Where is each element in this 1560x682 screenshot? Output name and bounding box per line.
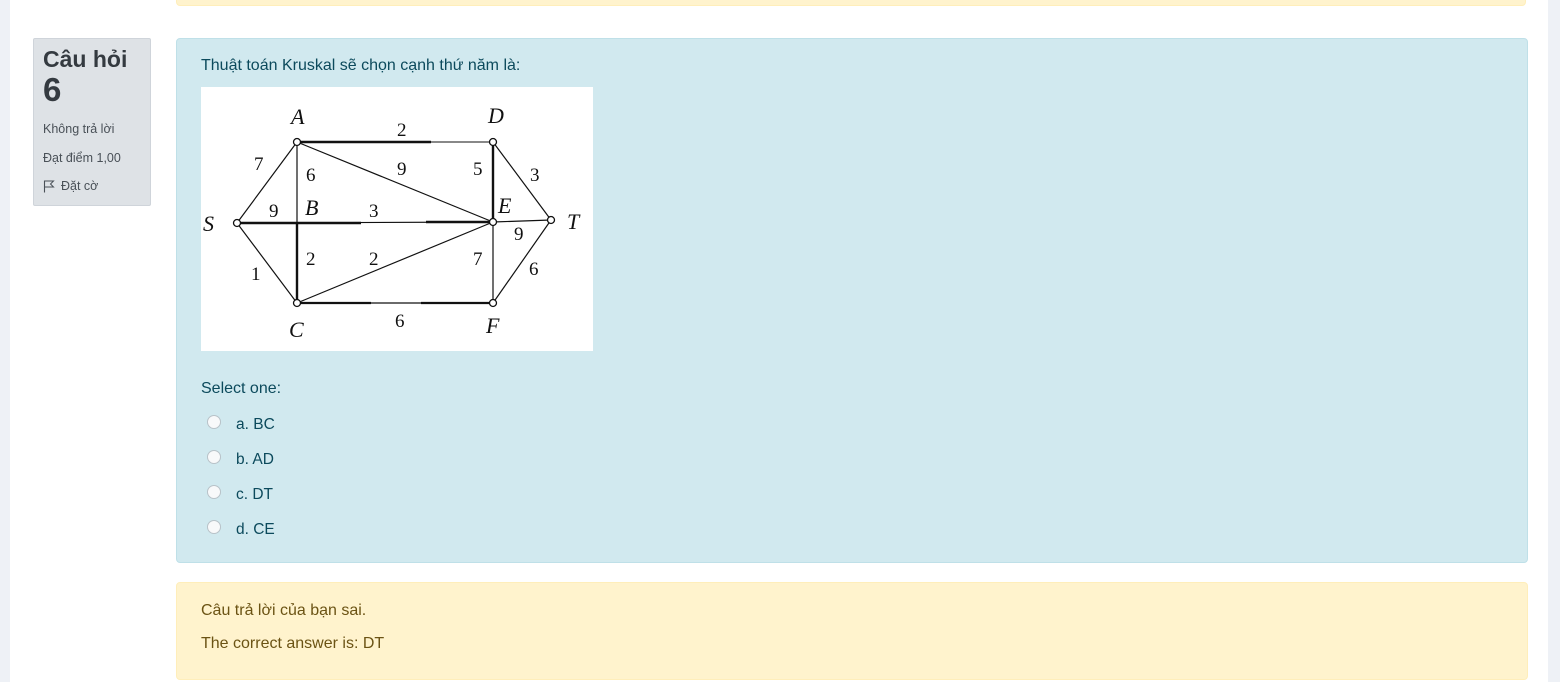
question-state: Không trả lời xyxy=(43,122,115,136)
edge-weight-de: 5 xyxy=(473,159,483,180)
answer-label: b. AD xyxy=(236,450,274,468)
node-label-s: S xyxy=(203,211,214,236)
flag-label: Đặt cờ xyxy=(61,179,99,193)
page: Câu hỏi 6 Không trả lời Đạt điểm 1,00 Đặ… xyxy=(10,0,1548,682)
graph-diagram: A D S B E T C F 2 7 6 9 5 3 9 xyxy=(203,103,581,342)
answer-label: d. CE xyxy=(236,520,275,538)
edge-weight-bc: 2 xyxy=(306,249,316,270)
previous-feedback-box xyxy=(176,0,1526,6)
correct-answer-text: The correct answer is: DT xyxy=(201,635,385,652)
answer-options: a. BC b. AD c. DT d. CE xyxy=(207,407,275,547)
node-label-b: B xyxy=(305,195,318,220)
question-formulation: Thuật toán Kruskal sẽ chọn cạnh thứ năm … xyxy=(176,38,1528,563)
node-label-e: E xyxy=(497,193,512,218)
radio-button[interactable] xyxy=(207,449,221,464)
edge-weight-sa: 7 xyxy=(254,154,264,175)
edge-weight-ab: 6 xyxy=(306,165,316,186)
answer-feedback: Câu trả lời của bạn sai. The correct ans… xyxy=(176,582,1528,680)
answer-label: c. DT xyxy=(236,485,274,503)
node-label-d: D xyxy=(487,103,504,128)
question-number: 6 xyxy=(43,71,62,108)
edge-weight-sc: 1 xyxy=(251,264,261,285)
question-grade: Đạt điểm 1,00 xyxy=(43,151,121,165)
answer-label: a. BC xyxy=(236,415,275,433)
feedback-result: Câu trả lời của bạn sai. xyxy=(201,602,367,619)
answer-option-b[interactable]: b. AD xyxy=(207,442,275,477)
answer-option-a[interactable]: a. BC xyxy=(207,407,275,442)
flag-icon xyxy=(43,180,55,192)
edge-weight-ad: 2 xyxy=(397,120,407,141)
node-label-c: C xyxy=(289,317,304,342)
radio-button[interactable] xyxy=(207,484,221,499)
node-label-a: A xyxy=(289,104,305,129)
edge-weight-dt: 3 xyxy=(530,165,540,186)
question-info-panel: Câu hỏi 6 Không trả lời Đạt điểm 1,00 Đặ… xyxy=(33,38,151,206)
node-label-f: F xyxy=(485,313,500,338)
node-label-t: T xyxy=(567,209,581,234)
edge-weight-ef: 7 xyxy=(473,249,483,270)
edge-weight-be: 3 xyxy=(369,201,379,222)
edge-weight-ae: 9 xyxy=(397,159,407,180)
edge-weight-cf: 6 xyxy=(395,311,405,332)
edge-weight-sb: 9 xyxy=(269,201,279,222)
page-gutter xyxy=(1548,0,1560,682)
radio-button[interactable] xyxy=(207,519,221,534)
question-text: Thuật toán Kruskal sẽ chọn cạnh thứ năm … xyxy=(201,57,521,74)
radio-button[interactable] xyxy=(207,414,221,429)
edge-weight-ce: 2 xyxy=(369,249,379,270)
edge-weight-tf: 6 xyxy=(529,259,539,280)
flag-question-button[interactable]: Đặt cờ xyxy=(43,179,141,193)
answer-option-d[interactable]: d. CE xyxy=(207,512,275,547)
select-one-prompt: Select one: xyxy=(201,380,282,397)
answer-option-c[interactable]: c. DT xyxy=(207,477,275,512)
question-title: Câu hỏi 6 xyxy=(43,45,141,107)
graph-figure: A D S B E T C F 2 7 6 9 5 3 9 xyxy=(201,87,593,351)
edge-weight-et: 9 xyxy=(514,224,524,245)
